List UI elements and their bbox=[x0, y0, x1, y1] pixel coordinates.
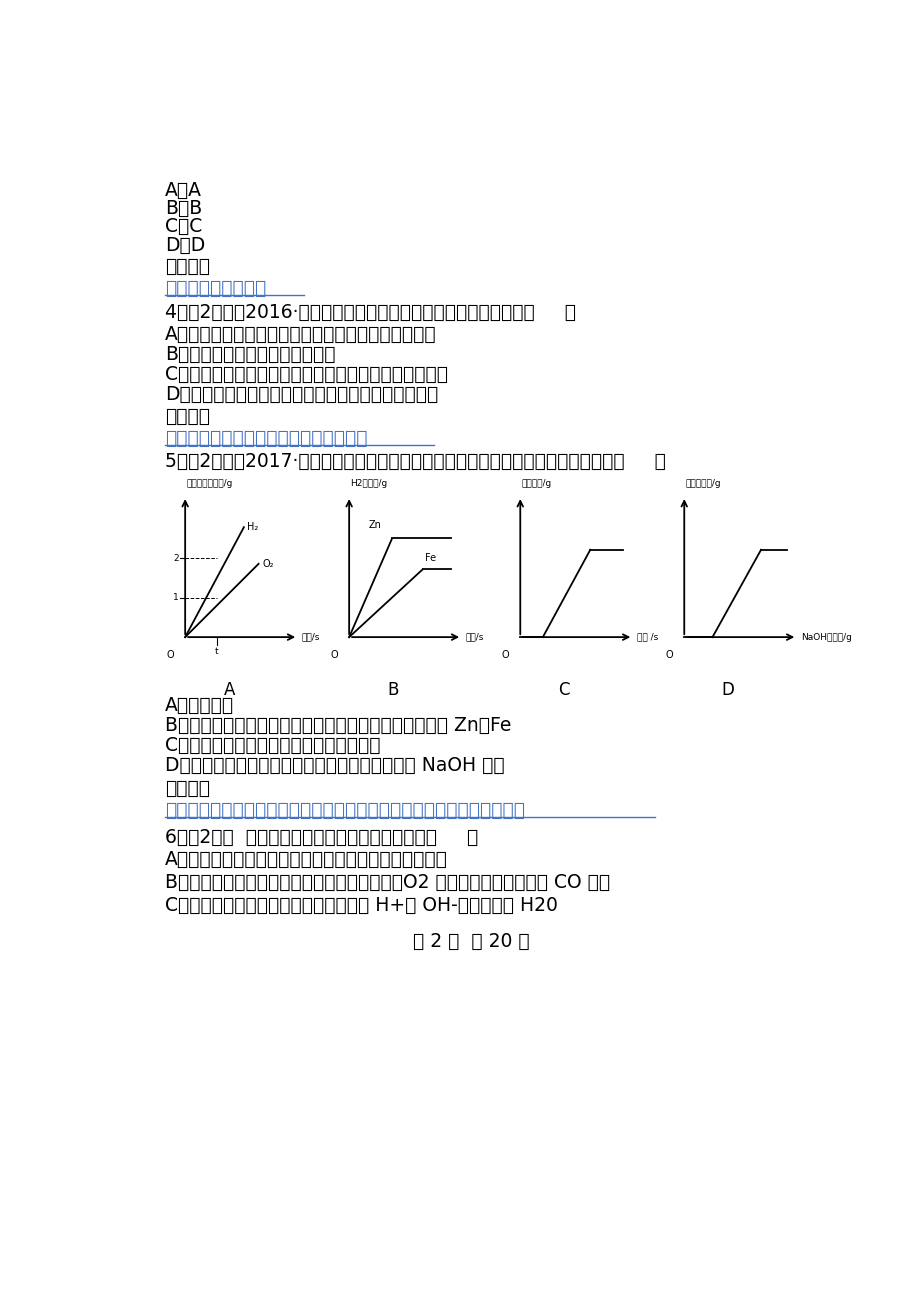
Text: C．纯净的氢气在空气中可以安静地燃烧，火焰呈淡蓝色: C．纯净的氢气在空气中可以安静地燃烧，火焰呈淡蓝色 bbox=[165, 365, 448, 384]
Text: B: B bbox=[387, 681, 398, 699]
Text: NaOH的质量/g: NaOH的质量/g bbox=[800, 633, 851, 642]
Text: 6．（2分）  下列事实的结论或解释中不正确的是（     ）: 6．（2分） 下列事实的结论或解释中不正确的是（ ） bbox=[165, 828, 478, 846]
Text: H2的质量/g: H2的质量/g bbox=[350, 479, 388, 488]
Text: 优液的质量/g: 优液的质量/g bbox=[685, 479, 720, 488]
Text: A．A: A．A bbox=[165, 181, 201, 201]
Text: B．冬天用煤炉取暖，为防热量散失关紧门窗，O2 不足煤不完全燃烧易起 CO 中毒: B．冬天用煤炉取暖，为防热量散失关紧门窗，O2 不足煤不完全燃烧易起 CO 中毒 bbox=[165, 874, 609, 892]
Text: A．水烧开后易把壶盖冲起－－说明温度升高分子会变大: A．水烧开后易把壶盖冲起－－说明温度升高分子会变大 bbox=[165, 850, 448, 868]
Text: Fe: Fe bbox=[425, 553, 436, 564]
Text: 【考点】: 【考点】 bbox=[165, 406, 210, 426]
Text: 时间 /s: 时间 /s bbox=[636, 633, 657, 642]
Text: t: t bbox=[215, 647, 219, 656]
Text: 水的质量/g: 水的质量/g bbox=[521, 479, 551, 488]
Text: O: O bbox=[664, 650, 672, 660]
Text: B．向两份等质量等质量分数的稀硫酸中分别加入足量的 Zn、Fe: B．向两份等质量等质量分数的稀硫酸中分别加入足量的 Zn、Fe bbox=[165, 716, 511, 734]
Text: C．C: C．C bbox=[165, 217, 202, 237]
Text: C: C bbox=[558, 681, 570, 699]
Text: 【考点】: 【考点】 bbox=[165, 256, 210, 276]
Text: O: O bbox=[501, 650, 508, 660]
Text: 复分解反应及其应用: 复分解反应及其应用 bbox=[165, 279, 266, 298]
Text: D．向一定量混有稀硫酸的硫酸铜溶液中逐滴加入 NaOH 溶液: D．向一定量混有稀硫酸的硫酸铜溶液中逐滴加入 NaOH 溶液 bbox=[165, 755, 504, 775]
Text: 5．（2分）（2017·平南模拟）如图所示的四个图象，能正确反映对应变化关系的是（     ）: 5．（2分）（2017·平南模拟）如图所示的四个图象，能正确反映对应变化关系的是… bbox=[165, 452, 665, 471]
Text: 生成气体的质量/g: 生成气体的质量/g bbox=[187, 479, 233, 488]
Text: B．硫在氧气中燃烧火焰呈淡蓝色: B．硫在氧气中燃烧火焰呈淡蓝色 bbox=[165, 345, 335, 363]
Text: 1: 1 bbox=[173, 594, 178, 602]
Text: D．D: D．D bbox=[165, 236, 205, 254]
Text: 【考点】: 【考点】 bbox=[165, 779, 210, 798]
Text: B．B: B．B bbox=[165, 199, 202, 219]
Text: 时间/s: 时间/s bbox=[465, 633, 483, 642]
Text: A．镁条在空气中燃烧发出耀眼白光，生成氧化镁粉末: A．镁条在空气中燃烧发出耀眼白光，生成氧化镁粉末 bbox=[165, 324, 436, 344]
Text: O: O bbox=[166, 650, 174, 660]
Text: H₂: H₂ bbox=[247, 522, 258, 533]
Text: O₂: O₂ bbox=[262, 559, 273, 569]
Text: D: D bbox=[721, 681, 733, 699]
Text: Zn: Zn bbox=[369, 521, 381, 530]
Text: 4．（2分）（2016·上海模拟）有关物质燃烧的现象描述正确的是（     ）: 4．（2分）（2016·上海模拟）有关物质燃烧的现象描述正确的是（ ） bbox=[165, 302, 575, 322]
Text: D．铁丝在空气中剧烈燃烧，火星四射，生成黑色固体: D．铁丝在空气中剧烈燃烧，火星四射，生成黑色固体 bbox=[165, 385, 437, 404]
Text: 时间/s: 时间/s bbox=[301, 633, 320, 642]
Text: 氧气与碳、磷、硫、铁等物质的反应现象: 氧气与碳、磷、硫、铁等物质的反应现象 bbox=[165, 428, 367, 448]
Text: 催化剂的特点与催化作用；电解水实验；金属的化学性质；碱的化学性质: 催化剂的特点与催化作用；电解水实验；金属的化学性质；碱的化学性质 bbox=[165, 801, 525, 820]
Text: C．向过氧化氢溶液中加入二氧化锰制氧气: C．向过氧化氢溶液中加入二氧化锰制氧气 bbox=[165, 736, 380, 755]
Text: A: A bbox=[223, 681, 234, 699]
Text: 第 2 页  共 20 页: 第 2 页 共 20 页 bbox=[413, 932, 529, 952]
Text: O: O bbox=[330, 650, 337, 660]
Text: C．酸碱中和反应都能生成水－－实质是 H+与 OH-结合生成了 H20: C．酸碱中和反应都能生成水－－实质是 H+与 OH-结合生成了 H20 bbox=[165, 896, 557, 915]
Text: A．水的电解: A．水的电解 bbox=[165, 695, 233, 715]
Text: 2: 2 bbox=[173, 553, 178, 562]
